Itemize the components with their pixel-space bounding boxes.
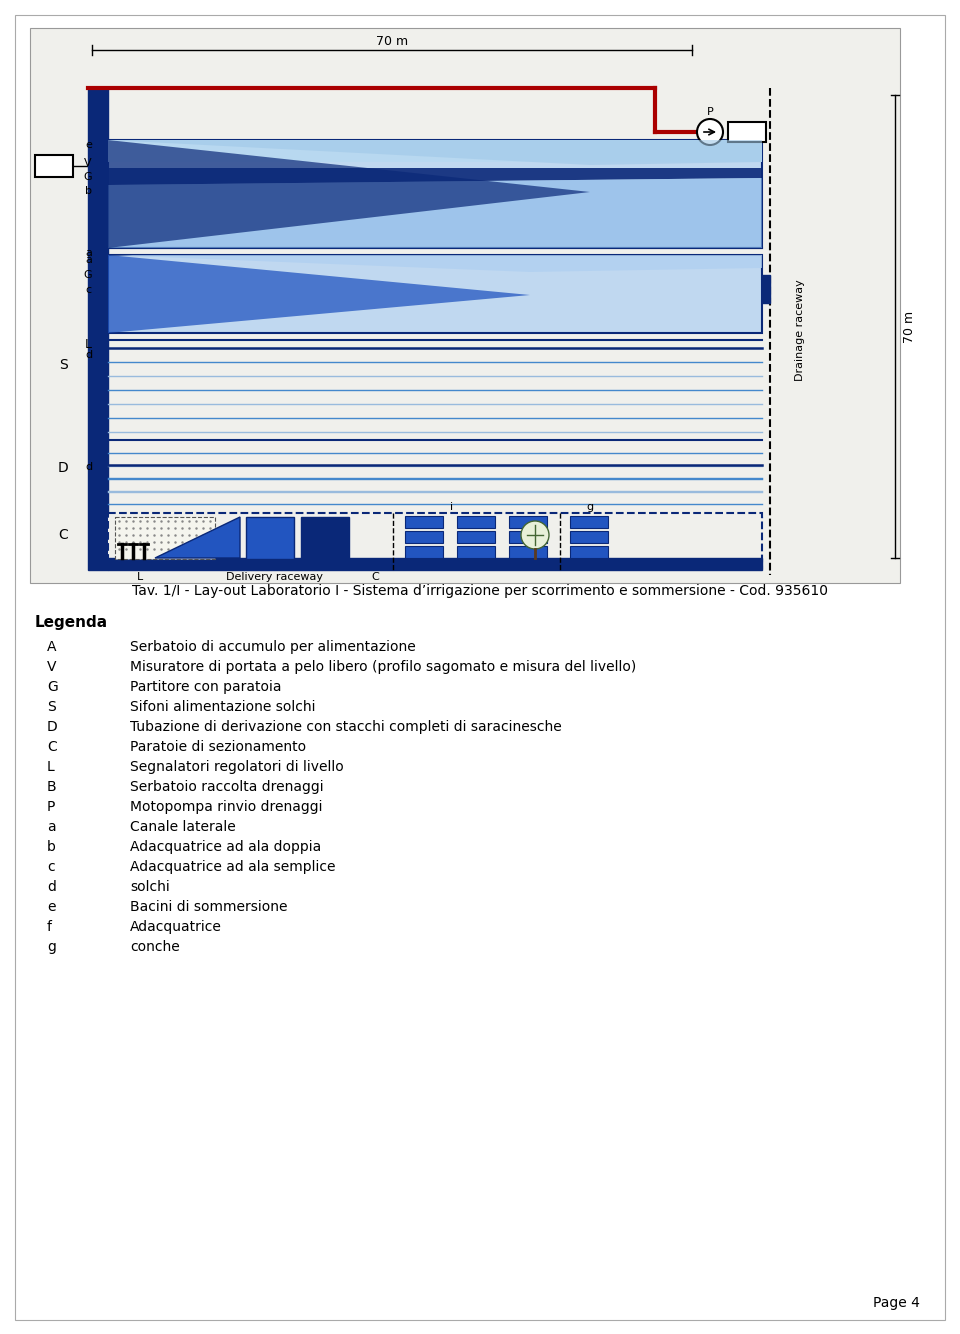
- Text: + G: + G: [348, 560, 368, 570]
- Text: Canale laterale: Canale laterale: [130, 820, 236, 834]
- Text: G: G: [84, 172, 92, 181]
- Text: conche: conche: [130, 940, 180, 954]
- Bar: [405, 531, 443, 543]
- Text: e: e: [168, 522, 175, 532]
- Text: 70 m: 70 m: [903, 311, 916, 343]
- Text: Bacini di sommersione: Bacini di sommersione: [130, 900, 287, 914]
- Text: b: b: [47, 840, 56, 854]
- Polygon shape: [108, 168, 762, 185]
- Bar: [509, 531, 547, 543]
- Bar: [457, 516, 495, 528]
- Bar: [762, 275, 770, 303]
- Text: B: B: [743, 125, 752, 139]
- Text: + G: + G: [299, 560, 318, 570]
- Bar: [108, 558, 762, 570]
- Bar: [457, 531, 495, 543]
- Text: A: A: [50, 160, 59, 172]
- Text: D: D: [58, 462, 68, 475]
- Text: a: a: [85, 255, 92, 265]
- Bar: [108, 514, 762, 568]
- Text: solchi: solchi: [130, 880, 170, 894]
- Text: L: L: [137, 572, 143, 582]
- Text: B: B: [47, 780, 57, 794]
- Text: S: S: [60, 358, 68, 372]
- Text: Adacquatrice: Adacquatrice: [130, 920, 222, 934]
- Bar: [301, 518, 349, 559]
- Bar: [30, 28, 900, 583]
- Text: Adacquatrice ad ala doppia: Adacquatrice ad ala doppia: [130, 840, 322, 854]
- Text: Legenda: Legenda: [35, 615, 108, 630]
- Text: i: i: [450, 502, 453, 512]
- Text: g: g: [587, 502, 593, 512]
- Bar: [570, 546, 608, 558]
- Bar: [88, 88, 108, 570]
- Text: Drainage raceway: Drainage raceway: [795, 279, 805, 382]
- Text: d: d: [84, 350, 92, 360]
- Text: Page 4: Page 4: [874, 1297, 920, 1310]
- Bar: [108, 140, 762, 248]
- Text: a: a: [47, 820, 56, 834]
- Text: Misuratore di portata a pelo libero (profilo sagomato e misura del livello): Misuratore di portata a pelo libero (pro…: [130, 660, 636, 674]
- Text: Tav. 1/I - Lay-out Laboratorio I - Sistema d’irrigazione per scorrimento e somme: Tav. 1/I - Lay-out Laboratorio I - Siste…: [132, 584, 828, 598]
- Text: Paratoie di sezionamento: Paratoie di sezionamento: [130, 740, 306, 754]
- Text: d: d: [47, 880, 56, 894]
- Text: V: V: [47, 660, 57, 674]
- Text: Tubazione di derivazione con stacchi completi di saracinesche: Tubazione di derivazione con stacchi com…: [130, 720, 562, 734]
- Text: Partitore con paratoia: Partitore con paratoia: [130, 680, 281, 694]
- Text: Segnalatori regolatori di livello: Segnalatori regolatori di livello: [130, 760, 344, 774]
- Text: V: V: [84, 157, 92, 168]
- Text: C: C: [59, 528, 68, 542]
- Bar: [115, 518, 215, 559]
- Text: C: C: [47, 740, 57, 754]
- Text: e: e: [85, 140, 92, 149]
- Text: c: c: [85, 285, 92, 295]
- Text: L: L: [47, 760, 55, 774]
- Text: 70 m: 70 m: [376, 35, 408, 48]
- Circle shape: [697, 119, 723, 145]
- Text: b: b: [85, 185, 92, 196]
- Bar: [509, 546, 547, 558]
- Polygon shape: [108, 255, 762, 272]
- Text: S: S: [47, 700, 56, 714]
- Text: Sifoni alimentazione solchi: Sifoni alimentazione solchi: [130, 700, 316, 714]
- Bar: [405, 516, 443, 528]
- Text: G: G: [47, 680, 58, 694]
- Text: L: L: [85, 338, 92, 351]
- Polygon shape: [108, 140, 762, 161]
- Text: A: A: [47, 640, 57, 654]
- Bar: [570, 516, 608, 528]
- Bar: [246, 518, 294, 559]
- Polygon shape: [155, 518, 240, 558]
- Text: G: G: [84, 269, 92, 280]
- Text: Serbatoio di accumulo per alimentazione: Serbatoio di accumulo per alimentazione: [130, 640, 416, 654]
- Text: Serbatoio raccolta drenaggi: Serbatoio raccolta drenaggi: [130, 780, 324, 794]
- Bar: [457, 546, 495, 558]
- Text: - G: - G: [251, 560, 265, 570]
- Text: D: D: [47, 720, 58, 734]
- Polygon shape: [108, 140, 590, 248]
- Text: a: a: [85, 248, 92, 257]
- Bar: [509, 516, 547, 528]
- Text: Adacquatrice ad ala semplice: Adacquatrice ad ala semplice: [130, 860, 335, 874]
- Text: Delivery raceway: Delivery raceway: [227, 572, 324, 582]
- Bar: [728, 121, 766, 141]
- Text: e: e: [47, 900, 56, 914]
- Polygon shape: [108, 255, 530, 334]
- Bar: [405, 546, 443, 558]
- Text: P: P: [707, 107, 713, 117]
- Circle shape: [521, 522, 549, 550]
- Polygon shape: [108, 177, 762, 248]
- Text: f: f: [47, 920, 52, 934]
- Text: C: C: [372, 572, 379, 582]
- Bar: [108, 255, 762, 334]
- Polygon shape: [108, 140, 762, 165]
- Bar: [35, 155, 73, 177]
- Text: P: P: [47, 800, 56, 814]
- Text: g: g: [47, 940, 56, 954]
- Text: c: c: [47, 860, 55, 874]
- Text: Motopompa rinvio drenaggi: Motopompa rinvio drenaggi: [130, 800, 323, 814]
- Bar: [570, 531, 608, 543]
- Text: d: d: [84, 462, 92, 472]
